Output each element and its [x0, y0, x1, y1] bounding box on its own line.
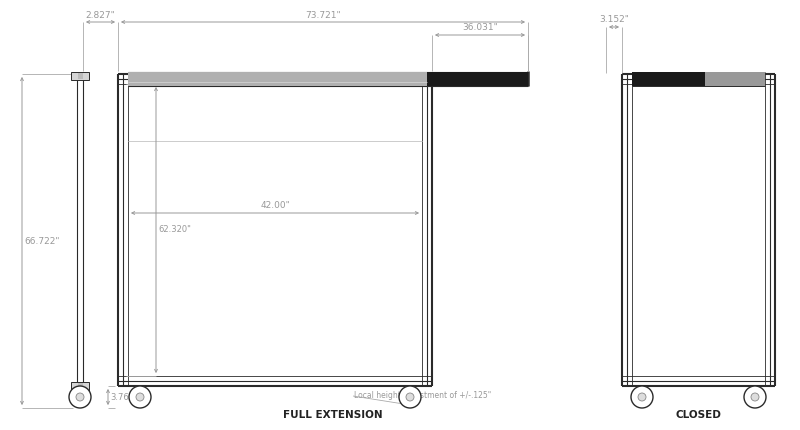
Circle shape — [744, 386, 766, 408]
Circle shape — [631, 386, 653, 408]
Circle shape — [136, 393, 144, 401]
Text: 73.721": 73.721" — [305, 10, 341, 19]
Circle shape — [69, 386, 91, 408]
Text: 42.00": 42.00" — [260, 202, 290, 211]
Bar — [71, 72, 89, 80]
Circle shape — [76, 393, 84, 401]
Text: 3.764": 3.764" — [110, 393, 138, 402]
Bar — [78, 73, 83, 79]
Bar — [632, 72, 765, 86]
Bar — [632, 72, 705, 86]
Circle shape — [399, 386, 421, 408]
Text: 2.827": 2.827" — [86, 10, 115, 19]
Circle shape — [129, 386, 151, 408]
Circle shape — [406, 393, 414, 401]
Bar — [78, 383, 83, 391]
Text: FULL EXTENSION: FULL EXTENSION — [283, 410, 383, 420]
Text: 3.152": 3.152" — [599, 15, 629, 25]
Circle shape — [751, 393, 759, 401]
Text: 66.722": 66.722" — [25, 237, 60, 246]
Bar — [128, 72, 427, 86]
Text: Local height adjustment of +/-.125": Local height adjustment of +/-.125" — [354, 391, 491, 400]
Text: CLOSED: CLOSED — [675, 410, 722, 420]
Text: 36.031": 36.031" — [462, 24, 498, 33]
Text: 62.320": 62.320" — [158, 225, 191, 234]
Bar — [427, 72, 528, 86]
Circle shape — [638, 393, 646, 401]
Bar — [71, 382, 89, 392]
